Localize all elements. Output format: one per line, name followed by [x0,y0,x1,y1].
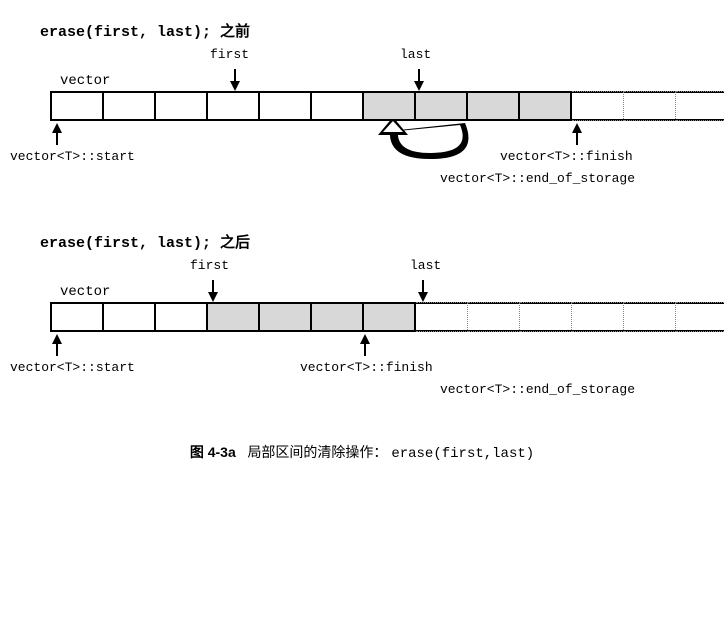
cell [572,91,624,121]
diagram-after: erase(first, last); 之后 firstlast vector … [10,231,714,402]
arrow-up-icon [52,123,62,133]
arrow-down-icon [208,292,218,302]
pointer-label: last [400,47,431,62]
cell [156,93,208,119]
cell [208,93,260,119]
figure-caption: 图 4-3a 局部区间的清除操作： erase(first,last) [10,442,714,462]
cell [468,93,520,119]
cell [52,93,104,119]
pointer-label: last [410,258,441,273]
cell [156,304,208,330]
title-code: erase(first, last); [40,235,211,252]
pointer-label: first [210,47,249,62]
fig-code: erase(first,last) [391,446,534,462]
arrow-up-icon [572,123,582,133]
cell [520,302,572,332]
arrow-down-icon [418,292,428,302]
cell [624,91,676,121]
cell [416,302,468,332]
arrow-up-icon [52,334,62,344]
title-cn: 之后 [220,234,250,251]
cell [364,304,416,330]
cell [312,93,364,119]
pointer-label: vector<T>::start [10,149,135,164]
cell [416,93,468,119]
cell [676,91,724,121]
arrow-up-icon [360,334,370,344]
cell [260,304,312,330]
cell [572,302,624,332]
cell [52,304,104,330]
cell [624,302,676,332]
arrow-down-icon [230,81,240,91]
cell-row-after [50,302,724,332]
cell [260,93,312,119]
title-before: erase(first, last); 之前 [40,20,714,41]
pointer-label: vector<T>::finish [300,360,433,375]
cell [208,304,260,330]
pointer-label: vector<T>::start [10,360,135,375]
fig-number: 图 4-3a [190,444,236,460]
cell-row-before [50,91,724,121]
pointer-label: first [190,258,229,273]
cell [520,93,572,119]
fig-text: 局部区间的清除操作： [247,444,387,460]
cell [104,93,156,119]
vector-label: vector [60,73,714,89]
vector-label: vector [60,284,714,300]
title-after: erase(first, last); 之后 [40,231,714,252]
pointer-label: vector<T>::finish [500,149,633,164]
cell [104,304,156,330]
title-code: erase(first, last); [40,24,211,41]
arrow-down-icon [414,81,424,91]
pointer-label: vector<T>::end_of_storage [440,171,635,186]
cell [364,93,416,119]
diagram-before: erase(first, last); 之前 firstlast vector … [10,20,714,191]
cell [312,304,364,330]
title-cn: 之前 [220,23,250,40]
cell [676,302,724,332]
cell [468,302,520,332]
pointer-label: vector<T>::end_of_storage [440,382,635,397]
